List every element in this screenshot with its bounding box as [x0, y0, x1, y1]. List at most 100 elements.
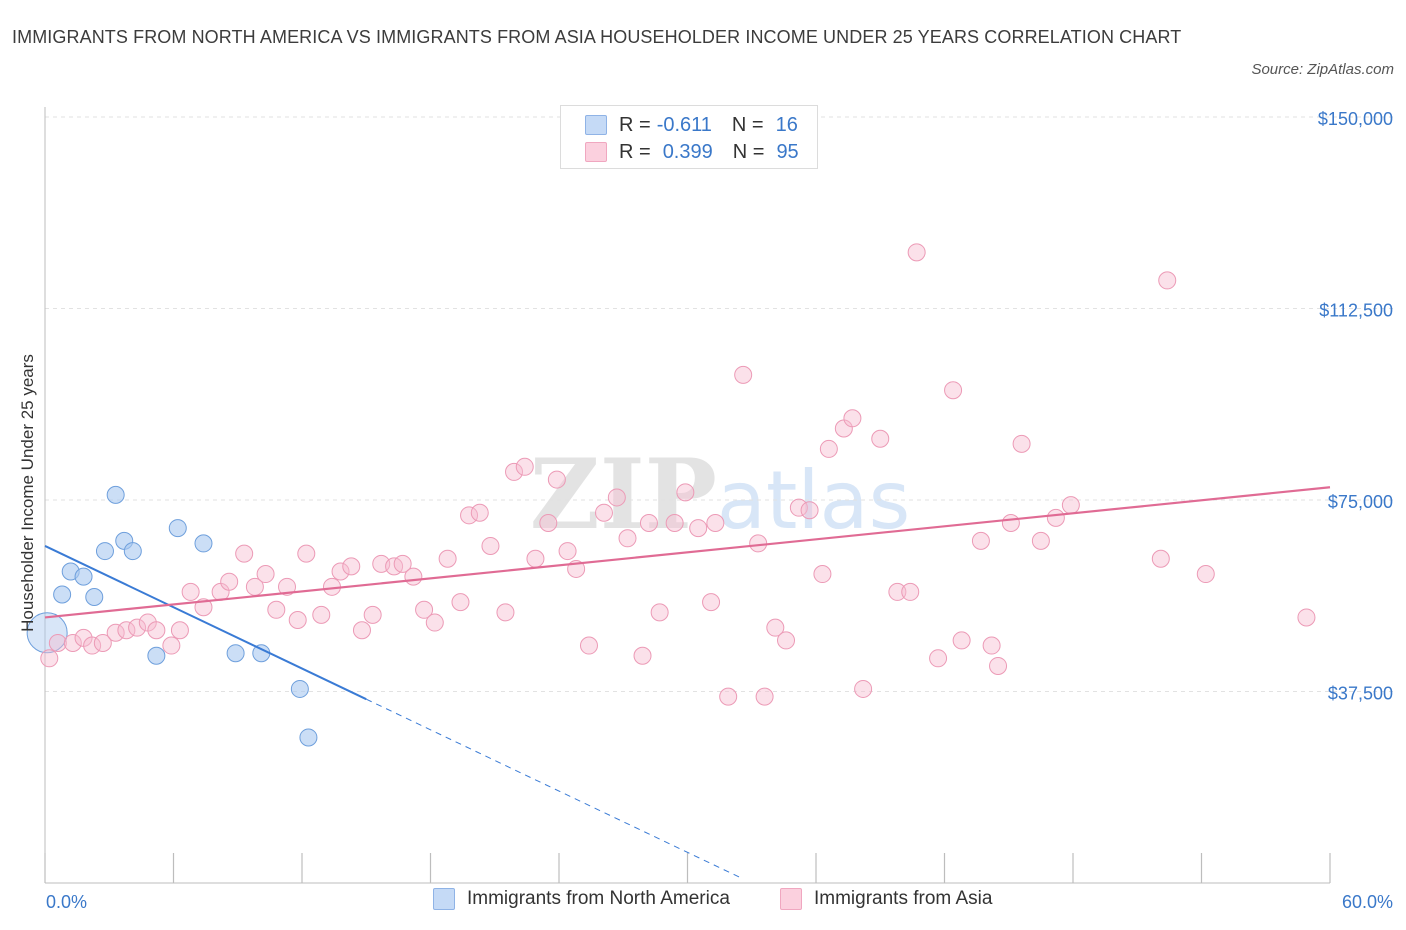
data-point-asia: [579, 636, 598, 655]
data-point-north-america: [168, 519, 187, 538]
data-point-asia: [106, 623, 125, 642]
data-point-asia: [871, 429, 890, 448]
trend-line-north-america-extension: [366, 698, 744, 880]
data-point-asia: [1012, 434, 1031, 453]
data-point-asia: [162, 636, 181, 655]
data-point-asia: [63, 633, 82, 652]
data-point-asia: [331, 562, 350, 581]
legend-label-north-america: Immigrants from North America: [467, 888, 730, 909]
x-tick-label: 60.0%: [1342, 892, 1393, 912]
legend-n-label: N =: [731, 113, 764, 136]
data-point-asia: [749, 534, 768, 553]
legend-label-asia: Immigrants from Asia: [814, 888, 993, 909]
data-point-asia: [901, 582, 920, 601]
data-point-asia: [1297, 608, 1316, 627]
data-point-asia: [854, 679, 873, 698]
data-point-asia: [1001, 513, 1020, 532]
legend-item-north-america: Immigrants from North America: [433, 888, 730, 910]
data-point-asia: [1196, 565, 1215, 584]
legend-r-label: R =: [619, 140, 651, 163]
data-point-asia: [607, 488, 626, 507]
data-point-asia: [1046, 508, 1065, 527]
bottom-legend: Immigrants from North America Immigrants…: [0, 888, 1406, 916]
data-point-asia: [888, 582, 907, 601]
watermark: ZIPatlas: [530, 438, 911, 551]
data-point-asia: [1031, 531, 1050, 550]
data-point-north-america: [95, 542, 114, 561]
trend-lines: [44, 486, 1331, 880]
data-point-asia: [128, 618, 147, 637]
axes: [44, 107, 1331, 884]
data-point-north-america: [26, 612, 68, 654]
data-point-asia: [415, 600, 434, 619]
legend-n-label: N =: [732, 140, 765, 163]
data-point-asia: [558, 542, 577, 561]
data-point-asia: [676, 483, 695, 502]
data-point-asia: [944, 381, 963, 400]
data-point-north-america: [299, 728, 318, 747]
data-point-asia: [789, 498, 808, 517]
data-point-asia: [505, 462, 524, 481]
data-point-asia: [147, 621, 166, 640]
tick-labels: $37,500 $75,000 $112,500 $150,000 0.0% 60.0%: [46, 109, 1393, 912]
grid-lines: [45, 116, 1395, 692]
data-point-asia: [755, 687, 774, 706]
data-point-asia: [297, 544, 316, 563]
data-point-asia: [952, 631, 971, 650]
data-point-asia: [404, 567, 423, 586]
data-point-asia: [665, 513, 684, 532]
data-point-asia: [929, 649, 948, 668]
data-point-asia: [547, 470, 566, 489]
data-point-asia: [470, 503, 489, 522]
data-point-asia: [618, 529, 637, 548]
data-point-north-america: [123, 542, 142, 561]
legend-row-north-america: R = -0.611 N = 16: [585, 112, 798, 138]
data-point-asia: [181, 582, 200, 601]
data-point-asia: [481, 536, 500, 555]
data-point-asia: [83, 636, 102, 655]
chart-source: Source: ZipAtlas.com: [1251, 61, 1394, 78]
data-point-asia: [907, 243, 926, 262]
data-point-asia: [496, 603, 515, 622]
data-point-asia: [93, 633, 112, 652]
data-point-asia: [982, 636, 1001, 655]
data-point-asia: [1061, 496, 1080, 515]
points-asia: [40, 243, 1316, 706]
data-point-north-america: [226, 644, 245, 663]
data-point-asia: [594, 503, 613, 522]
legend-stats: R = -0.611 N = 16 R = 0.399 N = 95: [560, 105, 818, 169]
data-point-asia: [971, 531, 990, 550]
data-point-asia: [989, 656, 1008, 675]
data-point-asia: [194, 598, 213, 617]
data-point-asia: [267, 600, 286, 619]
data-point-asia: [40, 649, 59, 668]
y-axis-label: Householder Income Under 25 years: [18, 354, 37, 632]
data-point-asia: [220, 572, 239, 591]
legend-r-label: R =: [619, 113, 651, 136]
data-point-asia: [777, 631, 796, 650]
y-tick-label: $75,000: [1328, 492, 1393, 512]
data-point-asia: [425, 613, 444, 632]
legend-swatch-asia: [585, 142, 607, 162]
data-point-asia: [48, 633, 67, 652]
data-point-north-america: [53, 585, 72, 604]
legend-swatch-north-america: [433, 888, 455, 910]
data-point-asia: [813, 565, 832, 584]
data-point-asia: [393, 554, 412, 573]
data-point-asia: [639, 513, 658, 532]
data-point-asia: [515, 457, 534, 476]
watermark-zip: ZIP: [530, 438, 717, 551]
y-tick-label: $112,500: [1319, 301, 1393, 321]
data-point-north-america: [147, 646, 166, 665]
data-point-north-america: [74, 567, 93, 586]
data-point-asia: [451, 593, 470, 612]
data-point-asia: [312, 605, 331, 624]
data-point-asia: [1158, 271, 1177, 290]
trend-line-north-america: [44, 545, 367, 701]
data-point-asia: [702, 593, 721, 612]
legend-r-value: -0.611: [656, 113, 712, 136]
data-point-asia: [278, 577, 297, 596]
data-point-asia: [170, 621, 189, 640]
data-point-asia: [235, 544, 254, 563]
data-point-asia: [766, 618, 785, 637]
